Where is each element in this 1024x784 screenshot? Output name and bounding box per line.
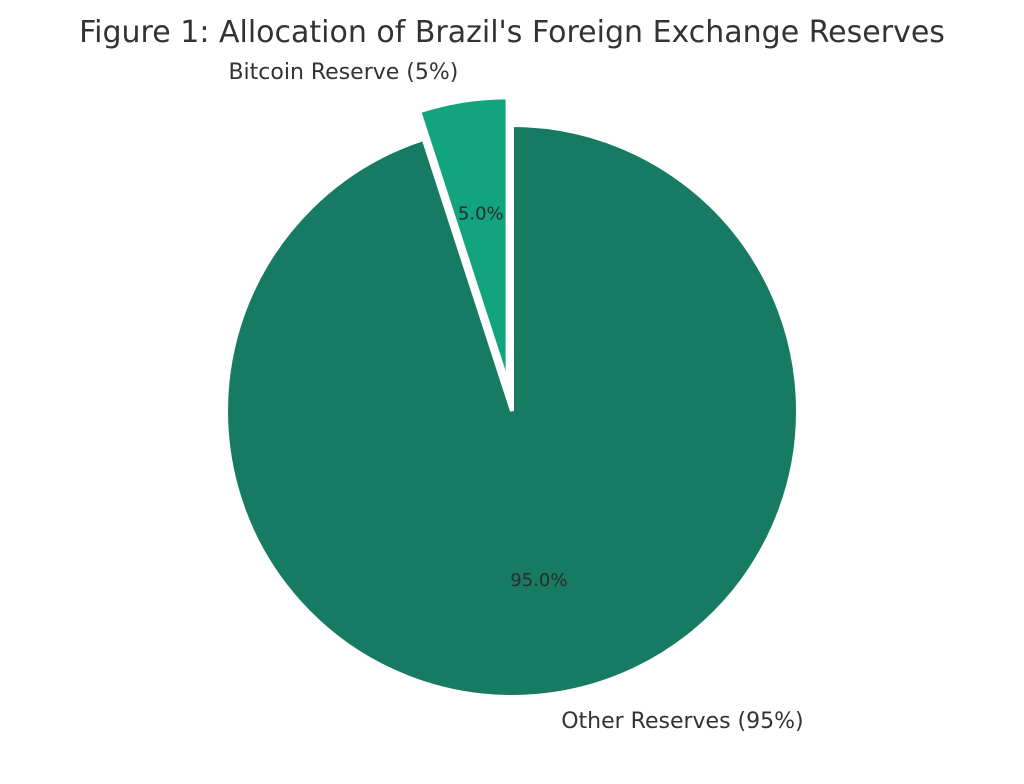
- slice-percent-label-0: 5.0%: [458, 203, 504, 224]
- pie-labels: 5.0% Bitcoin Reserve (5%) 95.0% Other Reser…: [228, 60, 803, 734]
- slice-label-1: Other Reserves (95%): [561, 709, 803, 734]
- slice-label-0: Bitcoin Reserve (5%): [228, 60, 458, 85]
- slice-percent-label-1: 95.0%: [510, 570, 567, 591]
- pie-slice-0: [416, 95, 510, 384]
- chart-title: Figure 1: Allocation of Brazil's Foreign…: [79, 15, 945, 50]
- pie-slice-1: [224, 122, 800, 699]
- pie-slices: [224, 95, 800, 699]
